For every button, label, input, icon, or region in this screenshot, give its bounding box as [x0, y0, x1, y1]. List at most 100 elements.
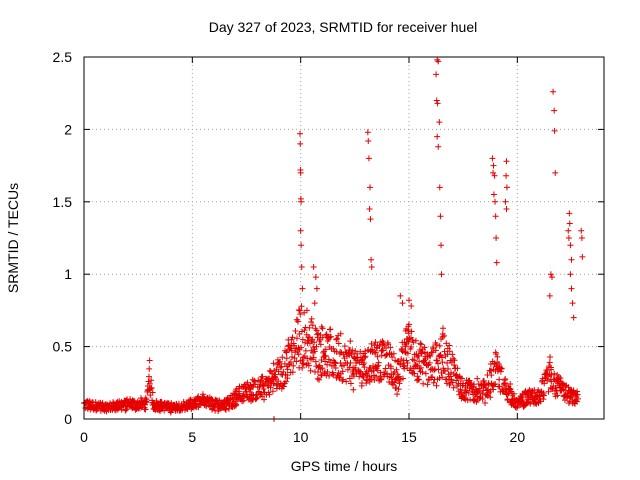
data-points [81, 56, 586, 422]
data-point [418, 341, 425, 348]
data-point [371, 376, 378, 383]
data-point [416, 358, 423, 365]
data-point [302, 347, 309, 354]
data-point [289, 369, 296, 376]
data-point [433, 97, 440, 104]
data-point [283, 355, 290, 362]
data-point [363, 380, 370, 387]
data-point [146, 380, 153, 387]
data-point [399, 300, 406, 307]
data-point [565, 227, 572, 234]
data-point [346, 364, 353, 371]
data-point [565, 235, 572, 241]
data-point [390, 350, 397, 357]
data-point [322, 352, 329, 359]
data-point [446, 348, 453, 355]
data-point [435, 143, 442, 150]
data-point [305, 362, 312, 369]
data-point [433, 71, 440, 78]
data-point [277, 364, 284, 371]
data-point [299, 336, 306, 343]
data-point [298, 198, 305, 205]
data-point [148, 377, 155, 384]
data-point [311, 300, 318, 307]
data-point [356, 373, 363, 380]
data-point [408, 303, 415, 310]
data-point [387, 344, 394, 351]
data-point [347, 359, 354, 366]
data-point [240, 392, 247, 399]
data-point [258, 390, 265, 397]
data-point [350, 373, 357, 380]
data-point [408, 328, 415, 335]
data-point [447, 380, 454, 387]
data-point [276, 358, 283, 365]
data-point [578, 235, 585, 241]
data-point [297, 140, 304, 147]
data-point [313, 285, 320, 292]
data-point [421, 344, 428, 351]
data-point [324, 361, 331, 368]
data-point [240, 397, 247, 404]
data-point [445, 365, 451, 372]
data-point [479, 396, 486, 403]
data-point [428, 349, 435, 356]
data-point [325, 356, 332, 363]
data-point [332, 364, 339, 371]
data-point [438, 271, 445, 278]
data-point [406, 297, 412, 304]
data-point [566, 210, 573, 217]
data-point [554, 392, 561, 399]
data-point [579, 253, 586, 260]
data-point [410, 339, 417, 346]
data-point [417, 340, 424, 347]
y-tick-label: 2.5 [53, 49, 73, 65]
data-point [402, 348, 409, 355]
data-point [476, 395, 483, 402]
data-point [489, 155, 496, 162]
data-point [389, 354, 396, 361]
data-point [446, 342, 453, 349]
data-point [341, 343, 348, 350]
data-point [375, 359, 382, 366]
data-point [290, 362, 297, 369]
data-point [426, 359, 433, 366]
data-point [396, 380, 403, 387]
data-point [143, 399, 150, 406]
data-point [365, 155, 372, 162]
data-point [364, 129, 371, 136]
data-point [269, 388, 276, 395]
data-point [434, 100, 441, 107]
data-point [279, 354, 286, 361]
data-point [394, 391, 401, 398]
data-point [566, 220, 573, 227]
data-point [195, 393, 202, 400]
data-point [541, 380, 548, 387]
data-point [433, 382, 440, 389]
data-point [297, 227, 304, 234]
data-point [307, 367, 314, 374]
data-point [415, 352, 422, 359]
data-point [322, 358, 329, 365]
data-point [246, 388, 253, 395]
data-point [476, 385, 483, 392]
data-point [439, 374, 446, 381]
data-point [316, 362, 323, 369]
data-point [276, 359, 282, 366]
data-point [433, 341, 440, 348]
data-point [560, 386, 567, 393]
data-point [549, 274, 555, 281]
data-point [494, 353, 501, 360]
data-point [568, 285, 575, 292]
data-point [547, 353, 554, 360]
data-point [391, 379, 398, 386]
data-point [437, 213, 444, 220]
data-point [440, 325, 447, 332]
data-point [311, 339, 318, 346]
data-point [490, 162, 497, 169]
data-point [493, 259, 500, 266]
data-point [357, 348, 364, 355]
data-point [350, 386, 357, 393]
data-point [306, 324, 313, 331]
